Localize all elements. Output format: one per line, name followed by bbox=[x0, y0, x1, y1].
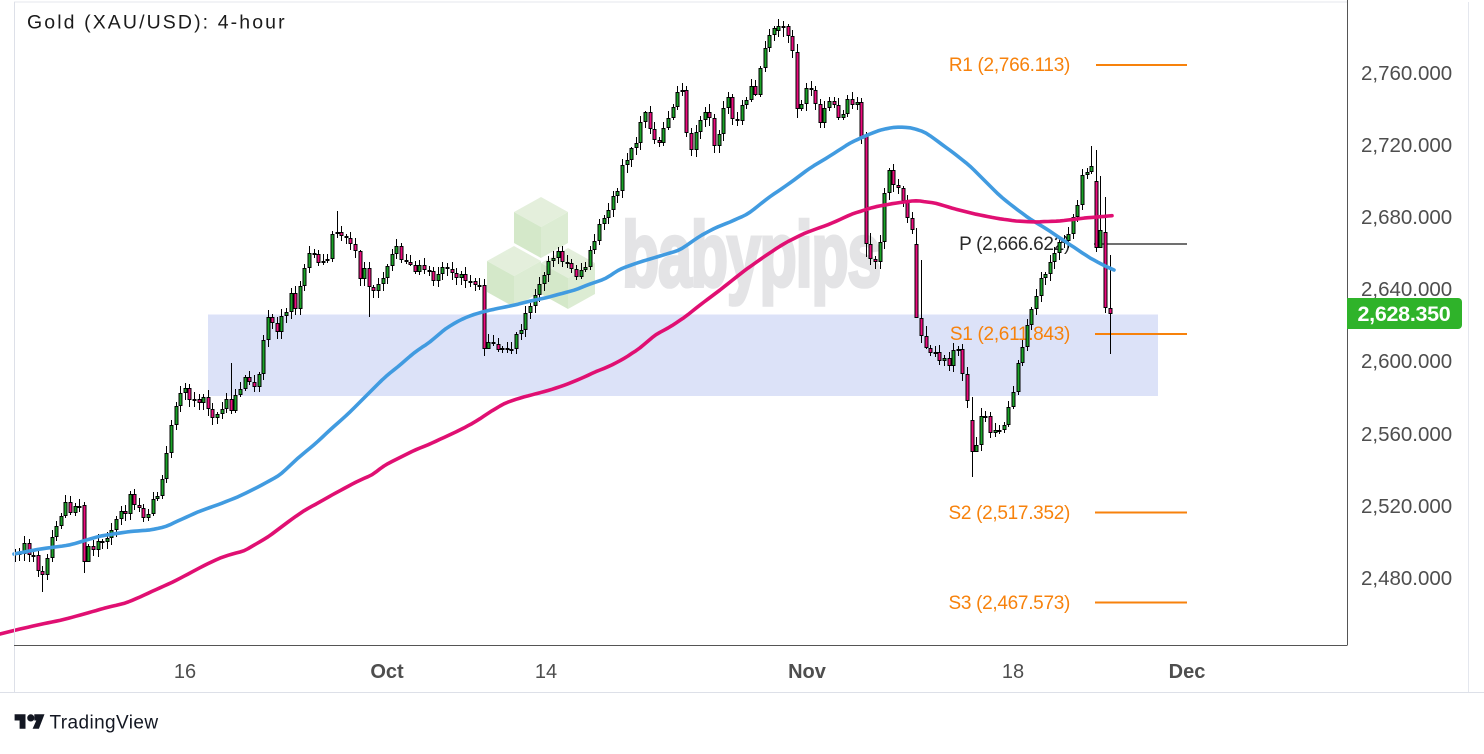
svg-text:2,628.350: 2,628.350 bbox=[1358, 302, 1451, 326]
svg-text:16: 16 bbox=[174, 661, 196, 683]
svg-text:2,760.000: 2,760.000 bbox=[1361, 62, 1452, 85]
svg-text:2,600.000: 2,600.000 bbox=[1361, 350, 1452, 373]
svg-text:2,560.000: 2,560.000 bbox=[1361, 423, 1452, 446]
svg-text:R1 (2,766.113): R1 (2,766.113) bbox=[949, 55, 1070, 76]
svg-text:Gold (XAU/USD): 4-hour: Gold (XAU/USD): 4-hour bbox=[27, 12, 287, 34]
svg-text:S1 (2,611.843): S1 (2,611.843) bbox=[950, 324, 1070, 345]
svg-text:S3 (2,467.573): S3 (2,467.573) bbox=[949, 593, 1071, 614]
svg-text:TradingView: TradingView bbox=[50, 713, 159, 734]
svg-text:18: 18 bbox=[1002, 661, 1024, 683]
svg-text:S2 (2,517.352): S2 (2,517.352) bbox=[949, 503, 1071, 524]
svg-text:P (2,666.622): P (2,666.622) bbox=[959, 234, 1070, 255]
svg-text:2,480.000: 2,480.000 bbox=[1361, 567, 1452, 590]
svg-text:2,680.000: 2,680.000 bbox=[1361, 206, 1452, 229]
svg-text:Oct: Oct bbox=[370, 661, 404, 683]
svg-text:Nov: Nov bbox=[788, 661, 827, 683]
svg-text:Dec: Dec bbox=[1169, 661, 1206, 683]
svg-text:14: 14 bbox=[535, 661, 557, 683]
svg-text:2,640.000: 2,640.000 bbox=[1361, 278, 1452, 301]
svg-text:2,720.000: 2,720.000 bbox=[1361, 134, 1452, 157]
svg-text:2,520.000: 2,520.000 bbox=[1361, 495, 1452, 518]
